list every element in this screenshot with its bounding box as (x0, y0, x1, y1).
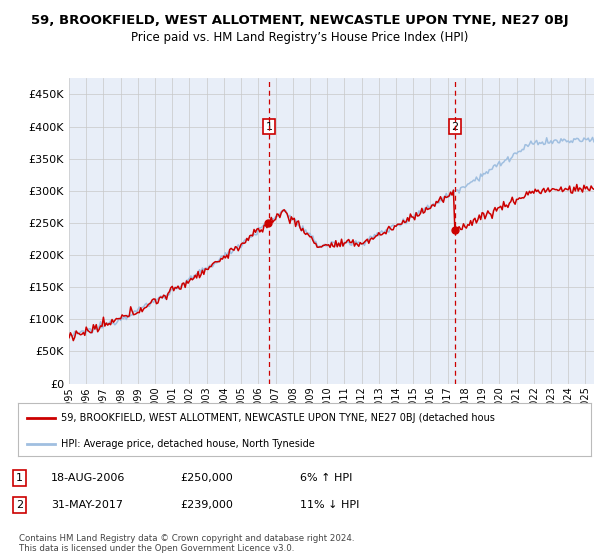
Text: 2: 2 (451, 122, 458, 132)
Text: 2: 2 (16, 500, 23, 510)
Text: HPI: Average price, detached house, North Tyneside: HPI: Average price, detached house, Nort… (61, 439, 315, 449)
Text: 59, BROOKFIELD, WEST ALLOTMENT, NEWCASTLE UPON TYNE, NE27 0BJ: 59, BROOKFIELD, WEST ALLOTMENT, NEWCASTL… (31, 14, 569, 27)
Text: 31-MAY-2017: 31-MAY-2017 (51, 500, 123, 510)
Text: Price paid vs. HM Land Registry’s House Price Index (HPI): Price paid vs. HM Land Registry’s House … (131, 31, 469, 44)
Text: 18-AUG-2006: 18-AUG-2006 (51, 473, 125, 483)
Text: 11% ↓ HPI: 11% ↓ HPI (300, 500, 359, 510)
Text: 1: 1 (16, 473, 23, 483)
Text: £239,000: £239,000 (180, 500, 233, 510)
Text: 59, BROOKFIELD, WEST ALLOTMENT, NEWCASTLE UPON TYNE, NE27 0BJ (detached hous: 59, BROOKFIELD, WEST ALLOTMENT, NEWCASTL… (61, 413, 495, 423)
Text: £250,000: £250,000 (180, 473, 233, 483)
Text: 6% ↑ HPI: 6% ↑ HPI (300, 473, 352, 483)
Text: Contains HM Land Registry data © Crown copyright and database right 2024.
This d: Contains HM Land Registry data © Crown c… (19, 534, 355, 553)
Text: 1: 1 (266, 122, 272, 132)
